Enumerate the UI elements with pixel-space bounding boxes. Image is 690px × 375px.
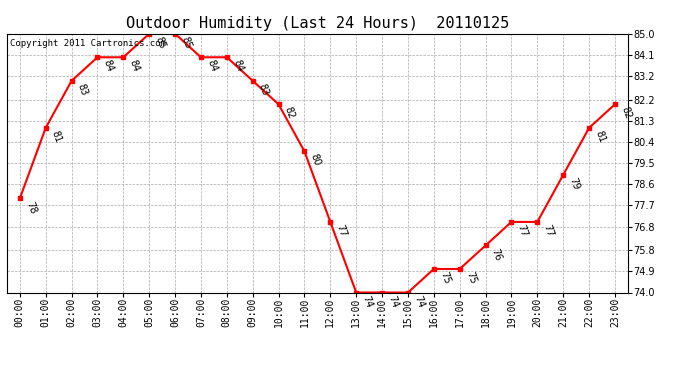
Text: 79: 79 xyxy=(567,176,581,191)
Text: 84: 84 xyxy=(205,58,219,74)
Text: 78: 78 xyxy=(24,200,38,215)
Text: 80: 80 xyxy=(308,153,322,168)
Text: 77: 77 xyxy=(335,224,348,238)
Text: 74: 74 xyxy=(386,294,400,309)
Text: 74: 74 xyxy=(412,294,426,309)
Text: 74: 74 xyxy=(360,294,374,309)
Text: 76: 76 xyxy=(490,247,504,262)
Text: 82: 82 xyxy=(619,106,633,121)
Text: 85: 85 xyxy=(179,35,193,50)
Text: 84: 84 xyxy=(128,58,141,74)
Text: 81: 81 xyxy=(50,129,63,144)
Text: 85: 85 xyxy=(153,35,167,50)
Title: Outdoor Humidity (Last 24 Hours)  20110125: Outdoor Humidity (Last 24 Hours) 2011012… xyxy=(126,16,509,31)
Text: 83: 83 xyxy=(257,82,270,97)
Text: 77: 77 xyxy=(515,224,529,238)
Text: 84: 84 xyxy=(231,58,244,74)
Text: 77: 77 xyxy=(542,224,555,238)
Text: 75: 75 xyxy=(438,270,452,285)
Text: 82: 82 xyxy=(283,106,297,121)
Text: 84: 84 xyxy=(101,58,115,74)
Text: 81: 81 xyxy=(593,129,607,144)
Text: 75: 75 xyxy=(464,270,477,285)
Text: 83: 83 xyxy=(76,82,89,97)
Text: Copyright 2011 Cartronics.com: Copyright 2011 Cartronics.com xyxy=(10,39,166,48)
